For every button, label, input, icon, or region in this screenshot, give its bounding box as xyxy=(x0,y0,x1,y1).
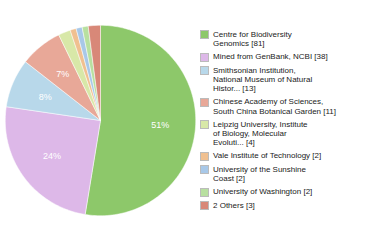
svg-text:51%: 51% xyxy=(151,120,169,130)
html-text:Centre for Biodiversity Genomi: Centre for Biodiversity Genomics [81] xyxy=(213,29,292,49)
svg-text:24%: 24% xyxy=(43,151,61,161)
html-text:2 Others [3]: 2 Others [3] xyxy=(213,200,255,210)
svg-text:7%: 7% xyxy=(56,69,69,79)
svg-text:8%: 8% xyxy=(39,92,52,102)
html-text:University of Washington [2]: University of Washington [2] xyxy=(213,187,313,197)
html-text:Mined from GenBank, NCBI [38]: Mined from GenBank, NCBI [38] xyxy=(213,52,328,62)
html-text:Chinese Academy of Sciences, S: Chinese Academy of Sciences, South China… xyxy=(213,97,336,116)
html-text:Vale Institute of Technology [: Vale Institute of Technology [2] xyxy=(213,151,322,161)
html-text:Smithsonian Institution, Natio: Smithsonian Institution, National Museum… xyxy=(213,65,313,94)
html-text:University of the Sunshine Coa: University of the Sunshine Coast [2] xyxy=(213,164,306,183)
html-text:Leipzig University, Institute: Leipzig University, Institute of Biology… xyxy=(213,119,308,148)
